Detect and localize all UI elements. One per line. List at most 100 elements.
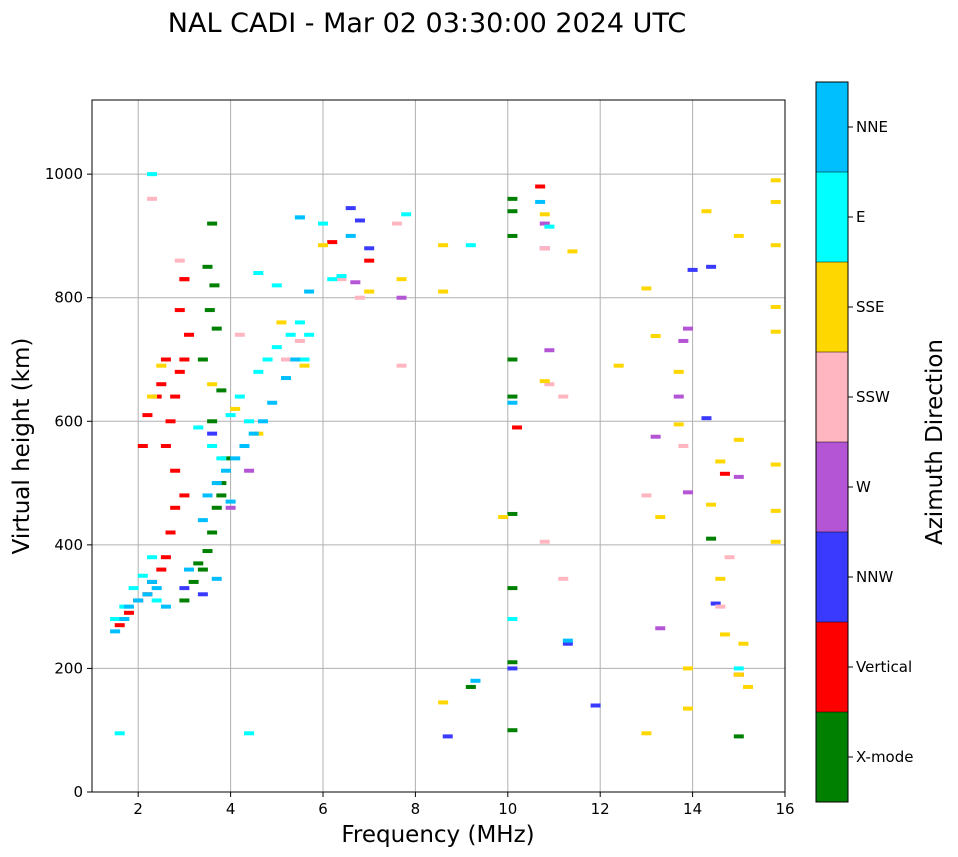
data-point-w: [650, 434, 661, 439]
data-point-sse: [673, 422, 684, 427]
colorbar-tick-label: SSW: [856, 388, 890, 406]
data-point-w: [733, 474, 744, 479]
data-point-nne: [267, 400, 278, 405]
data-point-x-mode: [207, 530, 218, 535]
data-point-vertical: [364, 258, 375, 263]
data-point-sse: [770, 329, 781, 334]
data-point-nne: [294, 215, 305, 220]
data-point-nne: [281, 376, 292, 381]
data-point-x-mode: [507, 660, 518, 665]
data-point-x-mode: [197, 567, 208, 572]
data-point-nnw: [345, 206, 356, 211]
data-point-sse: [733, 233, 744, 238]
data-point-ssw: [396, 363, 407, 368]
data-point-sse: [701, 209, 712, 214]
data-point-e: [507, 617, 518, 621]
data-point-nne: [184, 567, 195, 572]
data-point-sse: [715, 459, 726, 464]
data-point-x-mode: [204, 308, 215, 313]
data-point-ssw: [678, 444, 689, 448]
data-point-e: [216, 456, 227, 461]
data-point-e: [465, 243, 476, 248]
data-point-ssw: [641, 493, 652, 498]
x-tick-label: 10: [498, 800, 517, 818]
data-point-vertical: [160, 555, 171, 560]
data-point-x-mode: [507, 586, 518, 591]
data-point-x-mode: [507, 357, 518, 362]
data-point-nne: [290, 357, 301, 362]
data-point-sse: [539, 379, 550, 384]
data-point-vertical: [156, 567, 167, 572]
colorbar-frame: [815, 81, 849, 803]
data-point-nnw: [442, 734, 453, 739]
data-point-e: [733, 666, 744, 671]
x-tick-label: 12: [591, 800, 610, 818]
data-point-e: [151, 598, 162, 603]
y-tick-label: 200: [54, 659, 83, 677]
data-point-nnw: [507, 666, 518, 671]
data-point-nnw: [687, 267, 698, 272]
data-point-sse: [770, 304, 781, 309]
data-point-e: [110, 617, 121, 621]
data-point-e: [271, 345, 282, 350]
data-point-ssw: [558, 394, 569, 399]
data-point-vertical: [535, 184, 546, 189]
data-point-vertical: [142, 413, 153, 418]
data-point-nne: [110, 629, 121, 634]
data-point-sse: [706, 502, 717, 507]
data-point-sse: [438, 243, 449, 248]
data-point-sse: [318, 243, 328, 248]
data-point-ssw: [281, 357, 292, 362]
data-point-w: [350, 280, 361, 285]
data-point-nne: [202, 493, 213, 498]
data-point-e: [271, 283, 282, 288]
data-point-vertical: [170, 468, 181, 473]
data-point-w: [225, 505, 236, 510]
data-point-sse: [770, 243, 781, 248]
data-point-sse: [396, 277, 407, 282]
x-tick-label: 14: [683, 800, 702, 818]
data-point-x-mode: [706, 536, 717, 541]
data-point-x-mode: [179, 598, 190, 603]
data-point-w: [396, 295, 407, 300]
data-point-vertical: [174, 369, 185, 374]
data-point-sse: [682, 706, 693, 711]
data-point-x-mode: [216, 493, 227, 498]
data-point-vertical: [179, 277, 190, 282]
colorbar: X-mode Vertical NNW W SSW SSE E NNE: [815, 81, 913, 803]
data-point-e: [336, 274, 347, 279]
data-point-w: [539, 221, 550, 226]
colorbar-tick-label: E: [856, 208, 865, 226]
data-point-sse: [613, 363, 624, 368]
data-point-nne: [225, 499, 236, 504]
data-point-x-mode: [202, 264, 213, 269]
data-point-nnw: [706, 264, 717, 269]
data-point-nnw: [179, 586, 190, 591]
data-point-nne: [211, 576, 222, 581]
data-point-ssw: [147, 196, 158, 201]
data-point-sse: [650, 334, 661, 339]
data-point-e: [137, 573, 148, 578]
data-point-sse: [207, 382, 218, 387]
data-point-sse: [743, 684, 754, 689]
y-axis-label: Virtual height (km): [9, 338, 35, 555]
data-point-nne: [257, 419, 268, 424]
data-point-ssw: [354, 295, 365, 300]
data-point-vertical: [170, 394, 181, 399]
data-point-x-mode: [197, 357, 208, 362]
data-point-sse: [498, 515, 509, 520]
data-point-ssw: [336, 277, 347, 282]
data-point-sse: [770, 462, 781, 467]
colorbar-segment: [816, 622, 848, 712]
data-point-x-mode: [211, 326, 222, 331]
data-point-e: [327, 277, 338, 282]
data-point-x-mode: [193, 561, 204, 566]
data-point-x-mode: [507, 511, 518, 516]
data-point-nne: [142, 592, 153, 597]
data-point-vertical: [184, 332, 195, 337]
data-point-nne: [470, 678, 481, 683]
data-point-e: [304, 332, 315, 337]
y-tick-label: 400: [54, 536, 83, 554]
data-point-sse: [641, 286, 652, 291]
